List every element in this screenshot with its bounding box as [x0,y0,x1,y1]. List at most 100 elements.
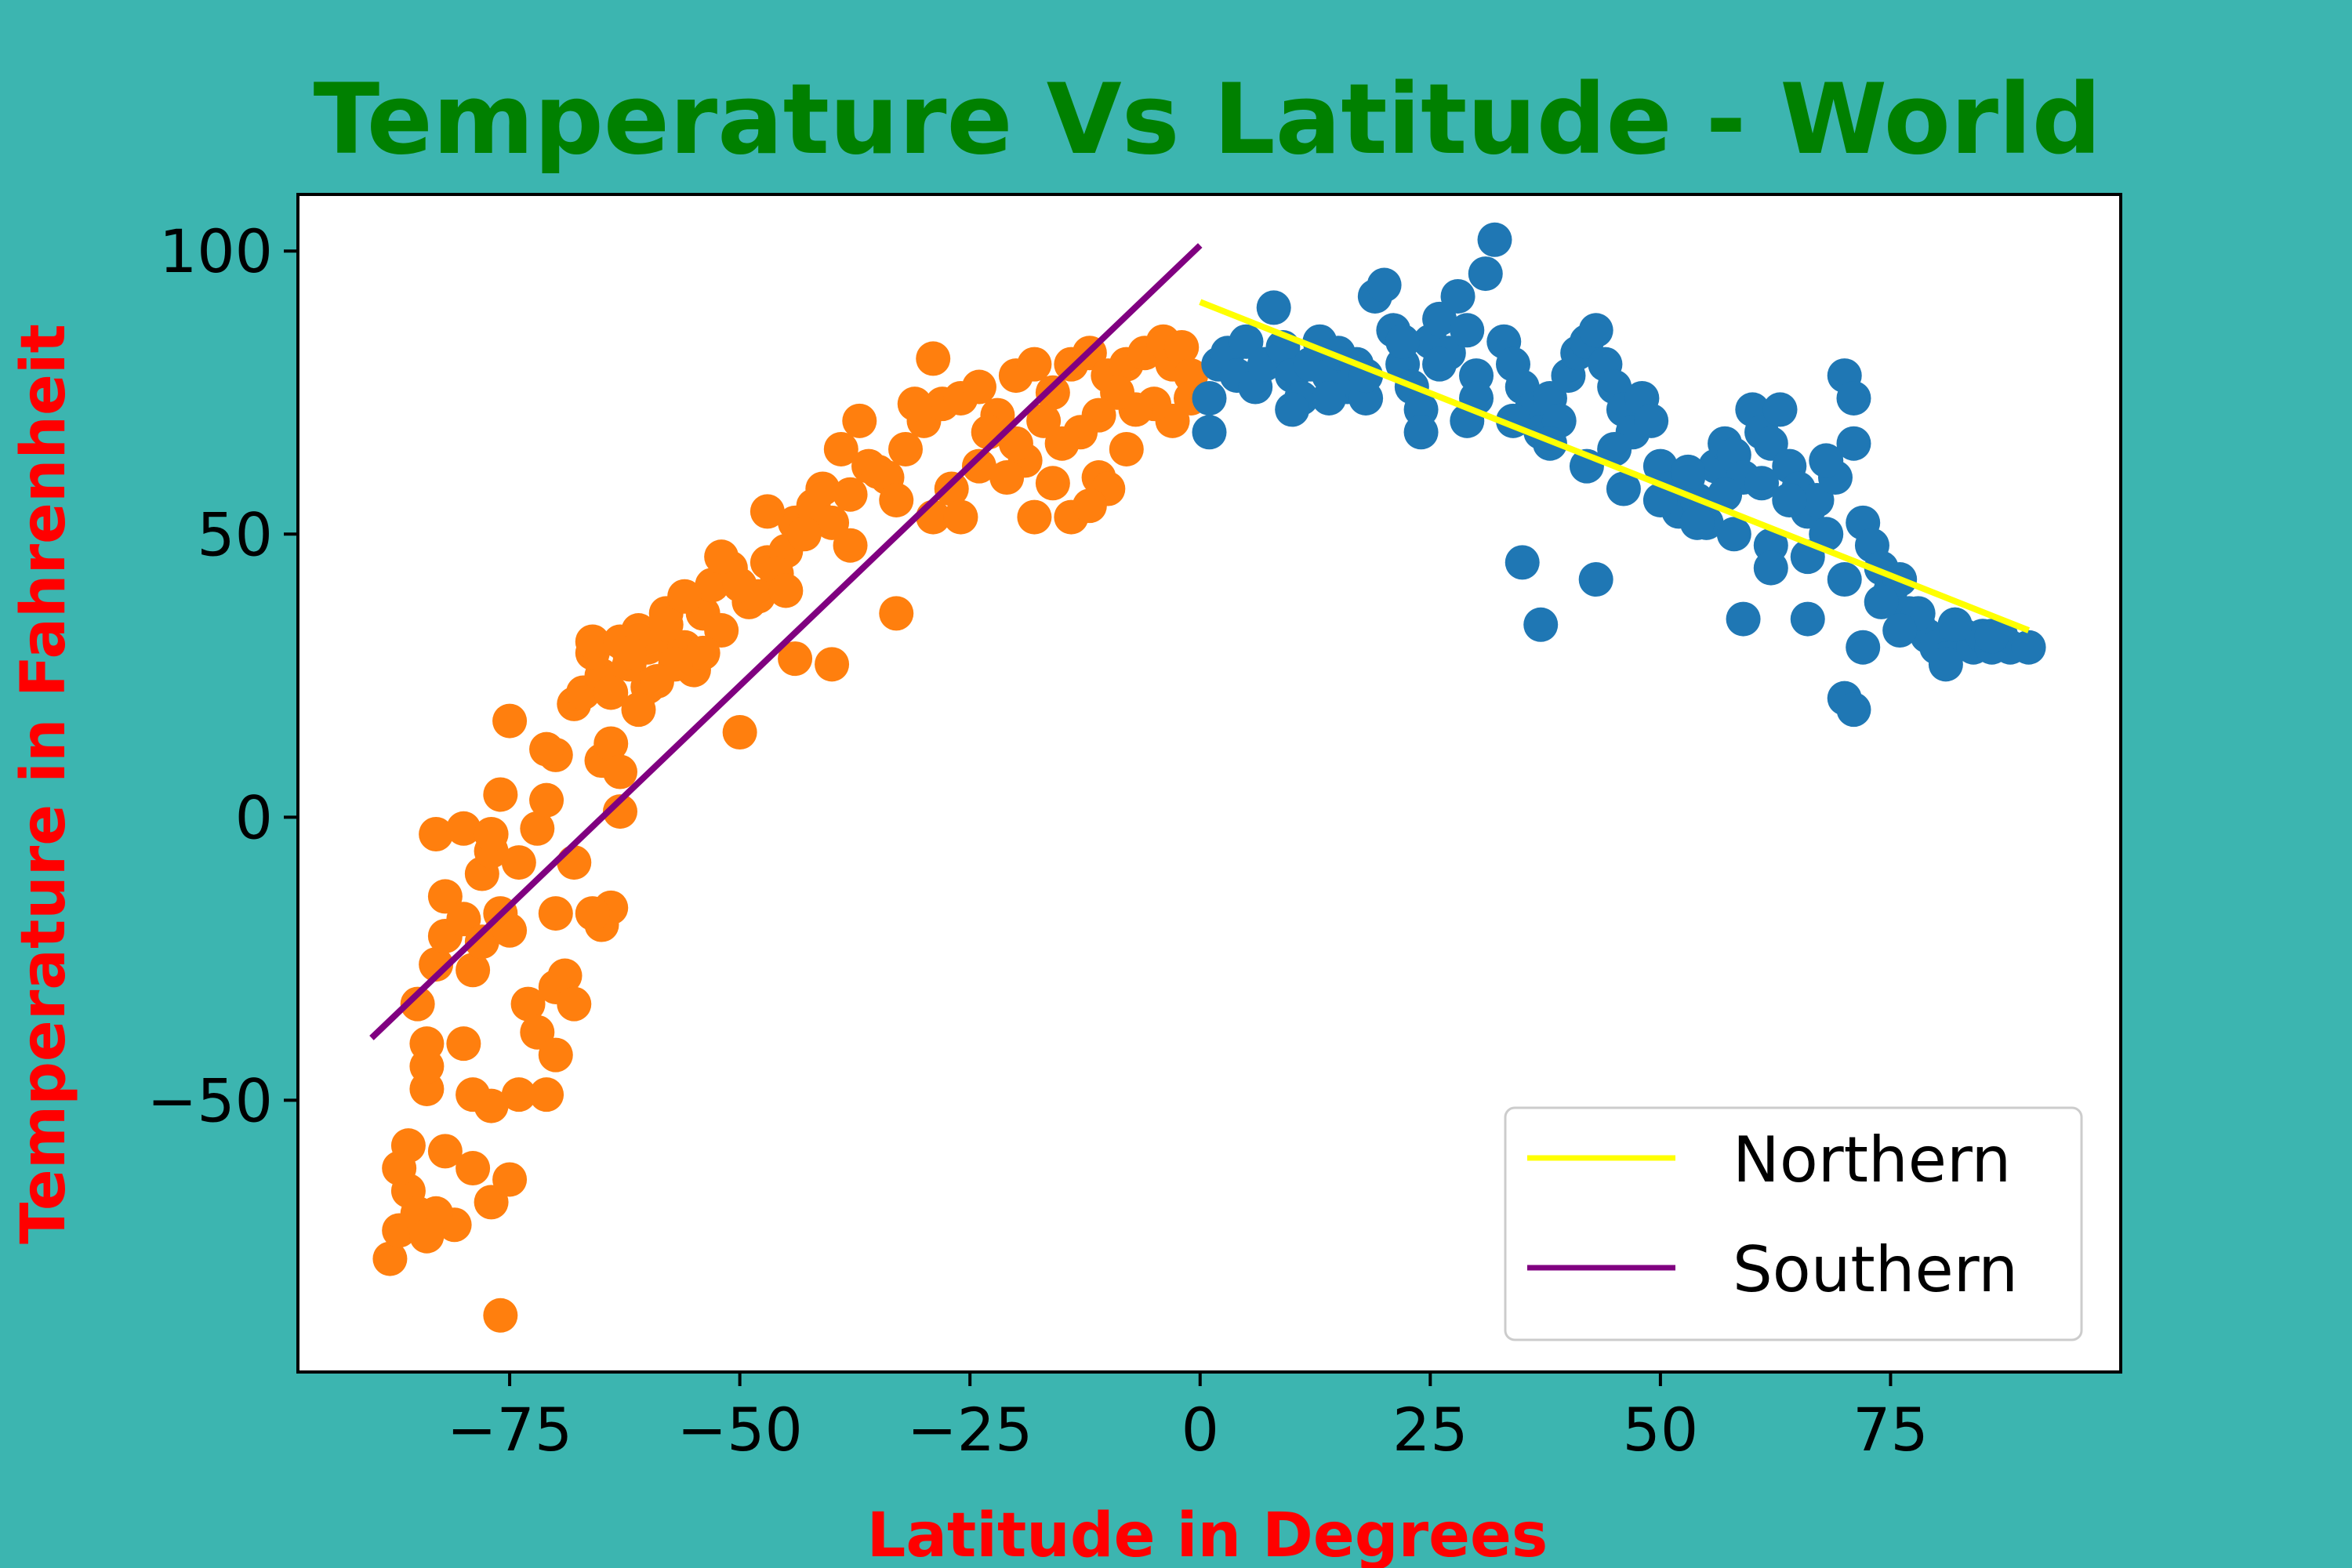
northern-data-point [1671,454,1706,489]
southern-data-point [998,426,1033,461]
northern-data-point [1790,601,1825,637]
northern-data-point [1836,380,1871,416]
legend-box [1504,1106,2083,1341]
southern-data-point [934,471,969,506]
southern-data-point [621,692,656,728]
southern-data-point [557,986,592,1022]
southern-data-point [805,471,840,506]
northern-data-point [1275,392,1310,427]
southern-regression-line [369,243,1203,1040]
southern-data-point [823,431,858,466]
southern-data-point [722,715,757,750]
southern-data-point [446,1026,481,1062]
northern-data-point [1578,313,1613,348]
northern-data-point [1606,471,1641,506]
southern-data-point [409,1218,445,1254]
southern-data-point [390,1128,426,1163]
regression-lines [369,243,2031,1040]
southern-data-point [529,731,564,767]
northern-data-point [1256,290,1291,325]
y-tick-label: −50 [147,1065,273,1135]
southern-data-point [815,647,850,682]
northern-data-point [1192,415,1227,450]
southern-data-point [464,924,499,960]
southern-data-point [446,811,481,846]
northern-data-point [1846,630,1881,665]
southern-data-point [1109,431,1144,466]
y-tick-label: 0 [235,782,273,852]
northern-data-point [1523,607,1559,642]
southern-data-point [961,448,996,484]
x-tick-label: 75 [1853,1395,1929,1465]
southern-data-point [409,1026,445,1062]
southern-data-point [1035,375,1070,410]
southern-data-point [575,896,610,931]
northern-data-point [1450,313,1485,348]
southern-data-point [1035,466,1070,501]
northern-data-point [1192,380,1227,416]
southern-data-point [602,794,637,829]
northern-data-point [1385,324,1421,359]
x-axis-label: Latitude in Degrees [867,1501,1548,1568]
x-tick-label: 0 [1181,1395,1219,1465]
southern-data-point [419,816,454,851]
southern-data-point [1072,488,1107,524]
southern-data-point [456,1151,491,1186]
northern-data-point [1634,403,1669,438]
northern-data-point [1937,607,1973,642]
northern-regression-line [1199,299,2031,633]
chart-title: Temperature Vs Latitude - World [314,64,2102,176]
southern-data-point [685,635,720,670]
legend-southern-label: Southern [1733,1233,2018,1306]
southern-data-point [786,517,822,552]
southern-data-point [897,387,932,422]
southern-data-point [639,664,674,699]
northern-data-point [1928,647,1963,682]
northern-data-point [1468,256,1503,292]
southern-data-point [372,1241,408,1276]
y-tick-label: 50 [197,499,273,569]
southern-data-point [1017,347,1052,382]
northern-data-point [1762,392,1798,427]
southern-data-point [602,754,637,789]
southern-data-point [943,499,978,535]
southern-data-point [722,568,757,603]
northern-data-point [1716,517,1751,552]
northern-data-point [1422,347,1457,382]
southern-data-point [989,460,1025,495]
southern-data-point [538,896,573,931]
northern-data-point [1809,443,1844,478]
southern-data-point [888,431,923,466]
x-tick-label: −50 [677,1395,802,1465]
northern-data-point [1726,601,1761,637]
northern-data-point [1836,426,1871,461]
northern-data-point [2011,630,2046,665]
northern-data-point [1679,505,1715,540]
northern-data-point [1836,692,1871,728]
legend: Northern Southern [1504,1106,2083,1341]
southern-data-point [529,782,564,818]
southern-data-point [538,1037,573,1073]
southern-data-point [667,579,702,614]
southern-data-point [427,1134,463,1169]
southern-data-point [483,1298,518,1333]
northern-data-point [1882,613,1918,648]
x-axis-ticks: −75 −50 −25 0 25 50 75 [447,1372,1929,1465]
northern-data-point [1708,477,1743,512]
x-tick-label: 25 [1392,1395,1468,1465]
southern-data-point [510,986,546,1022]
legend-northern-label: Northern [1733,1123,2011,1196]
southern-data-point [593,675,629,710]
scatter-points [372,222,2046,1333]
northern-data-point [1827,562,1862,597]
y-tick-label: 100 [159,216,273,286]
southern-data-point [879,596,914,631]
southern-data-point [419,947,454,982]
southern-data-point [547,958,583,993]
northern-data-point [1597,431,1632,466]
northern-data-point [1477,222,1512,257]
southern-data-point [833,477,868,512]
southern-data-point [501,1077,536,1112]
southern-data-point [492,1162,528,1197]
